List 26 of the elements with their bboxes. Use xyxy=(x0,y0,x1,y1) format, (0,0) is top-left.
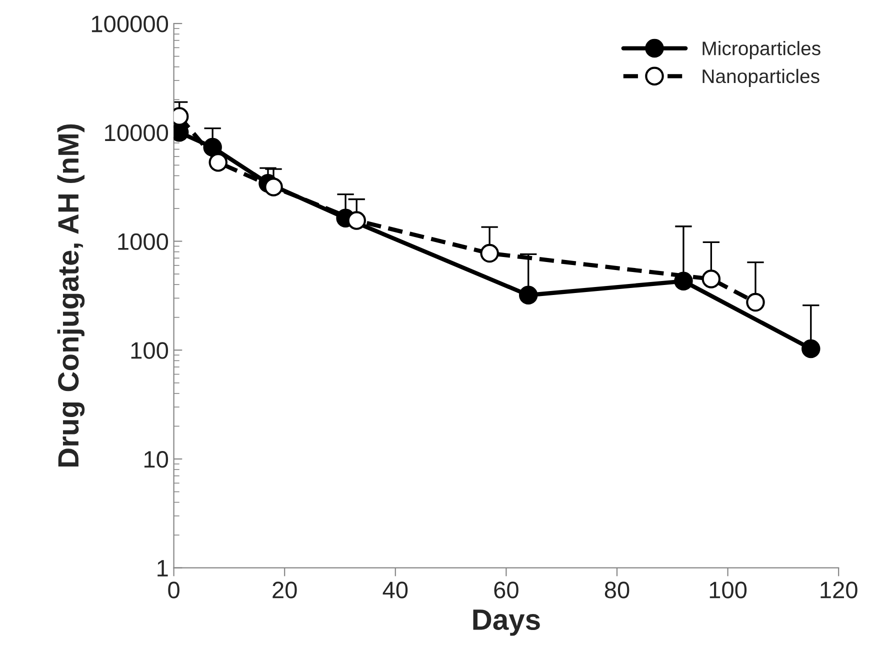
point xyxy=(802,339,820,358)
x-axis-title: Days xyxy=(473,610,540,636)
y-tick-label: 100000 xyxy=(92,16,168,32)
x-tick-label: 40 xyxy=(382,582,408,598)
point xyxy=(480,244,499,263)
x-tick-label: 20 xyxy=(272,582,297,598)
x-tick-label: 100 xyxy=(710,582,747,598)
point xyxy=(518,286,538,304)
point xyxy=(264,178,283,196)
x-tick-label: 80 xyxy=(604,582,630,598)
y-tick-label: 100 xyxy=(131,342,168,359)
y-tick-label: 10 xyxy=(144,451,168,468)
point xyxy=(674,272,693,291)
point xyxy=(347,211,366,230)
x-tick-label: 60 xyxy=(494,582,518,598)
legend-label: Nanoparticles xyxy=(702,68,820,87)
y-tick-label: 1 xyxy=(158,560,168,576)
x-tick-label: 0 xyxy=(168,582,180,598)
x-tick-label: 120 xyxy=(820,582,858,598)
point xyxy=(746,292,765,312)
y-tick-label: 10000 xyxy=(105,124,168,142)
y-axis-title: Drug Conjugate, AH (nM) xyxy=(57,124,85,467)
point xyxy=(208,153,228,172)
point xyxy=(702,270,721,288)
y-tick-label: 1000 xyxy=(118,233,168,250)
legend-label: Microparticles xyxy=(702,41,820,60)
